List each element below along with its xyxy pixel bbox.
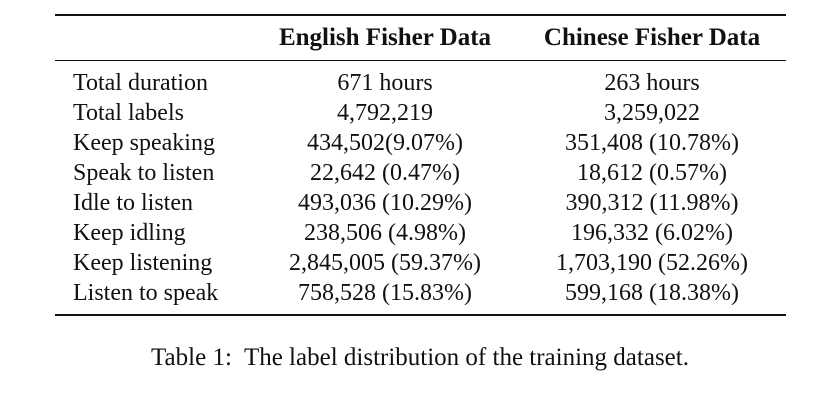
english-value: 22,642 (0.47%)	[310, 160, 460, 186]
table-row: Keep speaking 434,502(9.07%) 351,408 (10…	[55, 128, 786, 158]
chinese-value: 18,612 (0.57%)	[577, 160, 727, 186]
table-header-rule	[55, 60, 786, 61]
table-caption: Table 1: The label distribution of the t…	[151, 344, 689, 371]
row-label: Idle to listen	[73, 190, 193, 216]
table-top-rule	[55, 14, 786, 16]
table-row: Keep listening 2,845,005 (59.37%) 1,703,…	[55, 248, 786, 278]
table-row: Keep idling 238,506 (4.98%) 196,332 (6.0…	[55, 218, 786, 248]
chinese-value: 3,259,022	[604, 100, 700, 126]
english-value: 4,792,219	[337, 100, 433, 126]
row-label: Speak to listen	[73, 160, 215, 186]
chinese-value: 263 hours	[604, 70, 700, 96]
chinese-value: 351,408 (10.78%)	[565, 130, 739, 156]
column-header-chinese: Chinese Fisher Data	[543, 24, 761, 51]
english-value: 493,036 (10.29%)	[298, 190, 472, 216]
table-body: Total duration 671 hours 263 hours Total…	[55, 68, 786, 308]
row-label: Total duration	[73, 70, 208, 96]
column-header-english: English Fisher Data	[278, 24, 492, 51]
table-row: Total labels 4,792,219 3,259,022	[55, 98, 786, 128]
row-label: Keep speaking	[73, 130, 215, 156]
chinese-value: 599,168 (18.38%)	[565, 280, 739, 306]
chinese-value: 1,703,190 (52.26%)	[556, 250, 748, 276]
chinese-value: 196,332 (6.02%)	[571, 220, 733, 246]
english-value: 434,502(9.07%)	[307, 130, 463, 156]
english-value: 758,528 (15.83%)	[298, 280, 472, 306]
row-label: Total labels	[73, 100, 184, 126]
row-label: Keep idling	[73, 220, 186, 246]
table-row: Total duration 671 hours 263 hours	[55, 68, 786, 98]
row-label: Listen to speak	[73, 280, 219, 306]
table-row: Idle to listen 493,036 (10.29%) 390,312 …	[55, 188, 786, 218]
chinese-value: 390,312 (11.98%)	[565, 190, 739, 216]
english-value: 238,506 (4.98%)	[304, 220, 466, 246]
english-value: 671 hours	[337, 70, 433, 96]
table-row: Speak to listen 22,642 (0.47%) 18,612 (0…	[55, 158, 786, 188]
english-value: 2,845,005 (59.37%)	[289, 250, 481, 276]
table-row: Listen to speak 758,528 (15.83%) 599,168…	[55, 278, 786, 308]
row-label: Keep listening	[73, 250, 213, 276]
table-bottom-rule	[55, 314, 786, 316]
